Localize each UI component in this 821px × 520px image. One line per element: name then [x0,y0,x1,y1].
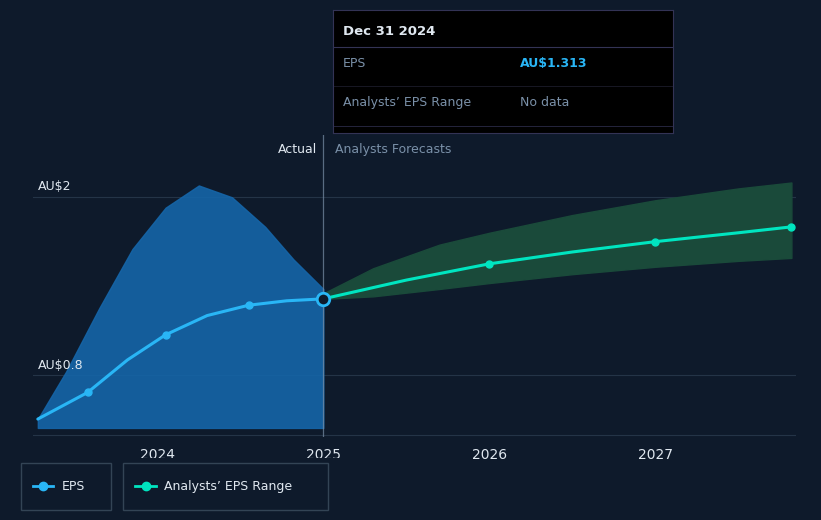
Text: Analysts’ EPS Range: Analysts’ EPS Range [164,479,292,493]
Text: AU$2: AU$2 [38,180,71,193]
Text: No data: No data [520,96,569,109]
Text: Actual: Actual [277,142,317,155]
FancyBboxPatch shape [123,463,328,510]
Text: AU$0.8: AU$0.8 [38,359,84,372]
Text: Dec 31 2024: Dec 31 2024 [342,25,435,38]
Text: Analysts’ EPS Range: Analysts’ EPS Range [342,96,471,109]
Text: EPS: EPS [342,57,366,70]
Text: AU$1.313: AU$1.313 [520,57,587,70]
Text: EPS: EPS [62,479,85,493]
Text: Analysts Forecasts: Analysts Forecasts [335,142,452,155]
FancyBboxPatch shape [21,463,111,510]
